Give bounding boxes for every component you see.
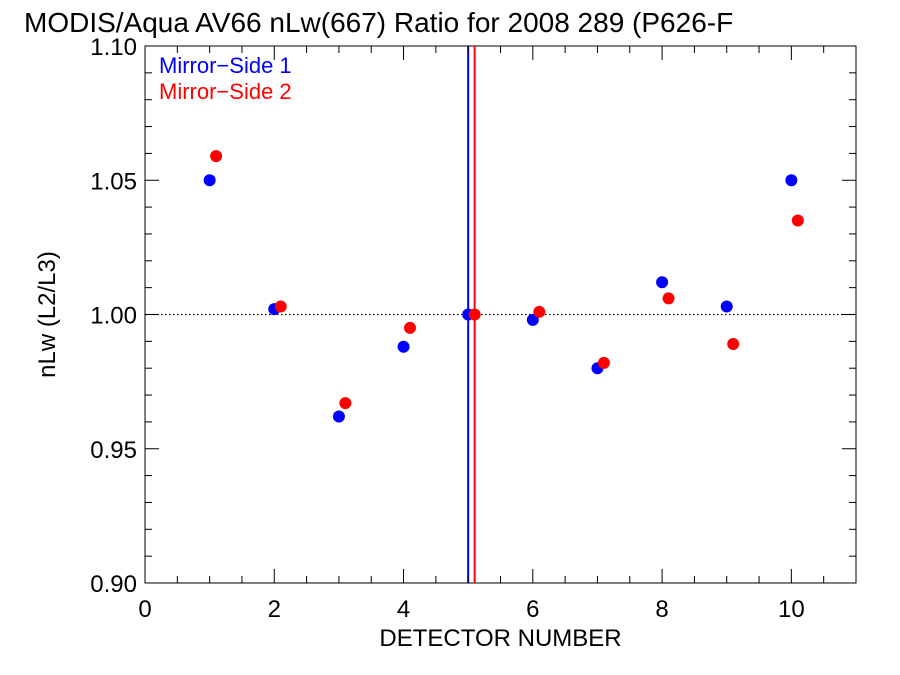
reference-lines — [145, 46, 856, 583]
y-tick-label: 1.00 — [90, 303, 137, 330]
series-2-point — [404, 321, 417, 334]
series-2-point — [274, 300, 287, 313]
series-1-point — [656, 276, 669, 289]
series-1-point — [720, 300, 733, 313]
y-tick-label: 1.05 — [90, 168, 137, 195]
legend-entry-1: Mirror−Side 1 — [159, 53, 292, 78]
series-2-point — [533, 305, 546, 318]
series-1-point — [526, 313, 539, 326]
series-2-point — [727, 338, 740, 351]
x-tick-label: 10 — [778, 596, 805, 623]
chart-title: MODIS/Aqua AV66 nLw(667) Ratio for 2008 … — [24, 7, 733, 38]
series-1-point — [785, 174, 798, 187]
series-1-point — [332, 410, 345, 423]
series-1-point — [203, 174, 216, 187]
y-tick-label: 0.90 — [90, 571, 137, 598]
series-2-point — [597, 356, 610, 369]
x-axis: 0 2 4 6 8 10 — [138, 46, 857, 623]
x-axis-label: DETECTOR NUMBER — [379, 625, 621, 652]
x-tick-label: 4 — [397, 596, 410, 623]
series-2-point — [339, 397, 352, 410]
series-1-point — [397, 340, 410, 353]
x-tick-label: 8 — [655, 596, 668, 623]
y-axis: 0.90 0.95 1.00 1.05 1.10 — [90, 34, 856, 598]
series-2-point — [662, 292, 675, 305]
x-tick-label: 6 — [526, 596, 539, 623]
y-tick-label: 1.10 — [90, 34, 137, 61]
x-tick-label: 0 — [138, 596, 151, 623]
y-axis-label: nLw (L2/L3) — [34, 251, 61, 378]
legend-entry-2: Mirror−Side 2 — [159, 79, 292, 104]
x-tick-label: 2 — [268, 596, 281, 623]
series-2-point — [210, 150, 223, 163]
data-points — [203, 150, 804, 423]
series-2-point — [468, 308, 481, 321]
y-tick-label: 0.95 — [90, 437, 137, 464]
series-2-point — [791, 214, 804, 227]
